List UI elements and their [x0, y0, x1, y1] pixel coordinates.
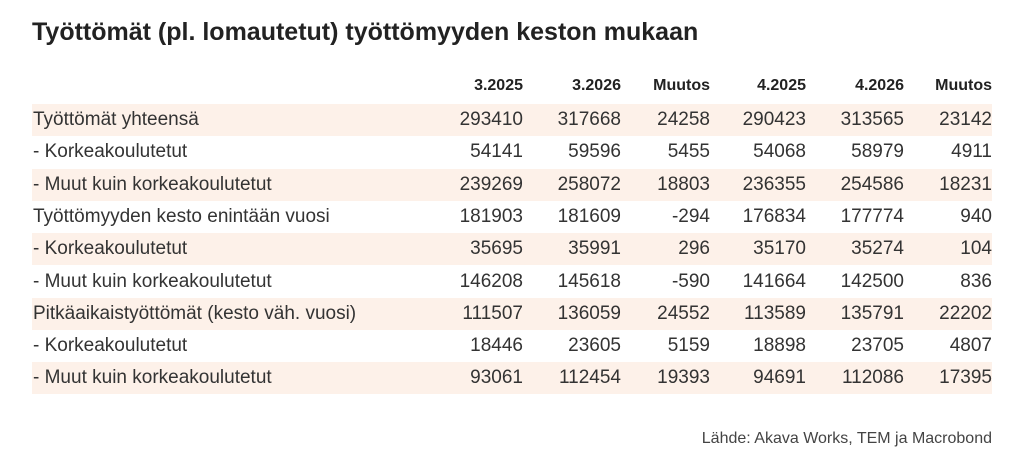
cell-value: 19393 — [657, 367, 710, 389]
cell-value: 313565 — [840, 109, 904, 130]
cell-value: -294 — [671, 205, 710, 227]
cell-value: 5455 — [667, 141, 710, 163]
cell-value: 142500 — [840, 270, 904, 292]
cell-value: 54141 — [470, 141, 523, 163]
cell-value: 836 — [960, 270, 992, 292]
cell-value: 24552 — [657, 302, 710, 324]
row-background — [32, 233, 992, 266]
cell-value: 23705 — [851, 335, 904, 357]
cell-value: 93061 — [470, 367, 523, 389]
cell-value: 54068 — [753, 141, 806, 163]
cell-value: 18231 — [939, 173, 992, 195]
cell-value: 136059 — [557, 302, 621, 324]
column-header: Muutos — [935, 77, 992, 94]
cell-value: 181609 — [557, 205, 621, 227]
cell-value: 35170 — [753, 238, 806, 260]
cell-value: 94691 — [753, 367, 806, 389]
column-header: 4.2025 — [757, 77, 806, 94]
cell-value: 18803 — [657, 173, 710, 195]
cell-value: 23605 — [568, 335, 621, 357]
cell-value: 17395 — [939, 367, 992, 389]
row-background — [32, 104, 992, 136]
cell-value: 111507 — [462, 302, 523, 324]
row-label: - Muut kuin korkeakoulutetut — [33, 173, 272, 195]
cell-value: 258072 — [557, 173, 621, 195]
cell-value: 940 — [960, 205, 992, 227]
cell-value: 239269 — [459, 173, 523, 195]
row-background — [32, 168, 992, 201]
row-label: - Muut kuin korkeakoulutetut — [33, 270, 272, 292]
cell-value: 59596 — [568, 141, 621, 163]
cell-value: 113589 — [744, 302, 806, 324]
row-label: Työttömyyden kesto enintään vuosi — [33, 205, 330, 227]
cell-value: 112454 — [559, 367, 621, 389]
cell-value: 290423 — [742, 109, 806, 130]
cell-value: 35274 — [851, 238, 904, 260]
cell-value: 104 — [960, 238, 992, 260]
cell-value: 236355 — [742, 173, 806, 195]
cell-value: 177774 — [840, 205, 904, 227]
row-label: Työttömät yhteensä — [33, 109, 199, 130]
cell-value: 145618 — [557, 270, 621, 292]
cell-value: 254586 — [840, 173, 904, 195]
cell-value: 35695 — [470, 238, 523, 260]
cell-value: 18898 — [753, 335, 806, 357]
cell-value: -590 — [671, 270, 710, 292]
cell-value: 4807 — [949, 335, 992, 357]
cell-value: 296 — [678, 238, 710, 260]
column-header: Muutos — [653, 77, 710, 94]
cell-value: 317668 — [557, 109, 621, 130]
cell-value: 4911 — [951, 141, 992, 163]
source-note: Lähde: Akava Works, TEM ja Macrobond — [701, 430, 992, 447]
row-label: Pitkäaikaistyöttömät (kesto väh. vuosi) — [33, 302, 357, 324]
row-background — [32, 362, 992, 395]
cell-value: 35991 — [568, 238, 621, 260]
cell-value: 146208 — [459, 270, 523, 292]
cell-value: 293410 — [459, 109, 523, 130]
table-title: Työttömät (pl. lomautetut) työttömyyden … — [32, 18, 699, 46]
row-label: - Korkeakoulutetut — [33, 141, 188, 163]
column-header: 4.2026 — [855, 77, 904, 94]
row-label: - Muut kuin korkeakoulutetut — [33, 367, 272, 389]
row-background — [32, 297, 992, 330]
cell-value: 23142 — [939, 109, 992, 130]
cell-value: 5159 — [667, 335, 710, 357]
cell-value: 58979 — [851, 141, 904, 163]
cell-value: 141664 — [742, 270, 806, 292]
cell-value: 181903 — [459, 205, 523, 227]
row-label: - Korkeakoulutetut — [33, 335, 188, 357]
column-header: 3.2025 — [474, 77, 523, 94]
cell-value: 112086 — [842, 367, 904, 389]
cell-value: 176834 — [742, 205, 806, 227]
cell-value: 18446 — [470, 335, 523, 357]
cell-value: 24258 — [657, 109, 710, 130]
row-label: - Korkeakoulutetut — [33, 238, 188, 260]
column-header: 3.2026 — [572, 77, 621, 94]
cell-value: 22202 — [939, 302, 992, 324]
cell-value: 135791 — [840, 302, 904, 324]
